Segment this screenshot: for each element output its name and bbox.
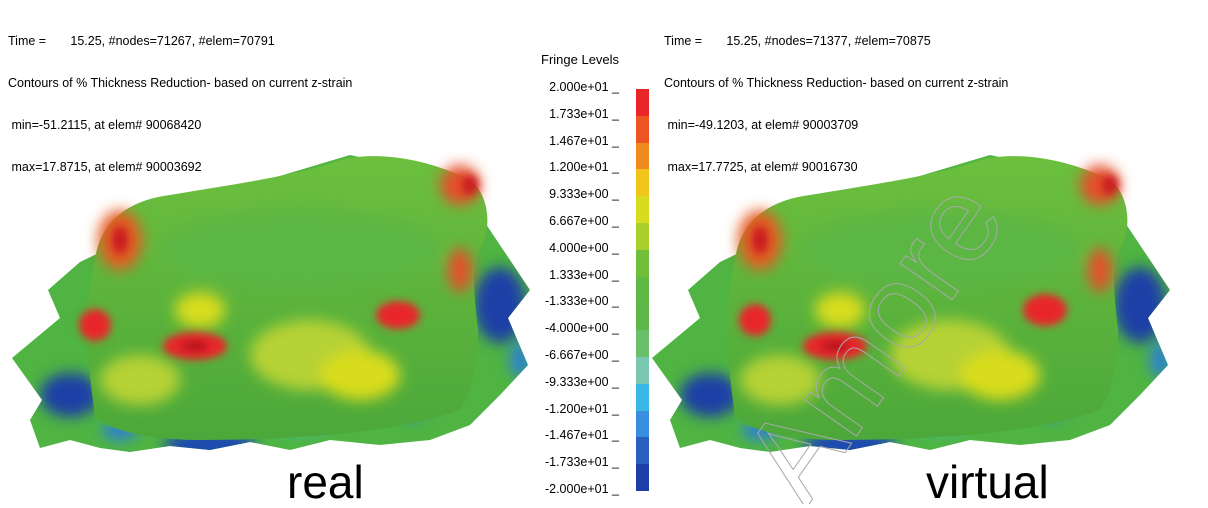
legend-value: 4.000e+00 _	[549, 240, 619, 255]
legend-value: -1.733e+01 _	[544, 455, 619, 470]
right-info-header: Time = 15.25, #nodes=71377, #elem=70875 …	[664, 6, 1008, 188]
legend-color-swatch	[636, 249, 649, 277]
legend-value: 1.733e+01 _	[549, 106, 619, 121]
legend-color-swatch	[636, 383, 649, 411]
legend-color-swatch	[636, 276, 649, 304]
legend-color-swatch	[636, 437, 649, 465]
legend-value: -2.000e+01 _	[544, 482, 619, 496]
legend-color-swatch	[636, 223, 649, 250]
legend-value: -4.000e+00 _	[544, 321, 619, 336]
real-label: real	[287, 456, 364, 508]
legend-value: -9.333e+00 _	[544, 374, 619, 389]
legend-value: 6.667e+00 _	[549, 214, 619, 228]
watermark-text: Amore	[717, 157, 1029, 504]
left-max-line: max=17.8715, at elem# 90003692	[8, 160, 202, 174]
left-min-line: min=-51.2115, at elem# 90068420	[8, 118, 202, 132]
legend-color-swatch	[636, 115, 649, 143]
legend-value: 9.333e+00 _	[549, 187, 619, 202]
right-min-line: min=-49.1203, at elem# 90003709	[664, 118, 859, 132]
legend-color-swatch	[636, 330, 649, 358]
legend-value: -1.467e+01 _	[544, 428, 619, 443]
right-max-line: max=17.7725, at elem# 90016730	[664, 160, 858, 174]
right-title-line: Contours of % Thickness Reduction- based…	[664, 76, 1009, 90]
legend-color-swatch	[636, 357, 649, 384]
legend-value: -6.667e+00 _	[544, 348, 619, 362]
legend-title: Fringe Levels	[541, 52, 620, 67]
legend-value: 2.000e+01 _	[549, 80, 619, 94]
legend-color-swatch	[636, 142, 649, 170]
legend-value: 1.333e+00 _	[549, 267, 619, 282]
legend-value: 1.467e+01 _	[549, 133, 619, 148]
legend-value: -1.200e+01 _	[544, 401, 619, 416]
right-time-line: Time = 15.25, #nodes=71377, #elem=70875	[664, 34, 931, 48]
left-time-line: Time = 15.25, #nodes=71267, #elem=70791	[8, 34, 275, 48]
left-info-header: Time = 15.25, #nodes=71267, #elem=70791 …	[8, 6, 352, 188]
legend-color-swatch	[636, 303, 649, 331]
legend-color-swatch	[636, 89, 649, 116]
legend-color-swatch	[636, 169, 649, 197]
legend-color-swatch	[636, 410, 649, 438]
legend-value: -1.333e+00 _	[544, 294, 619, 309]
virtual-label: virtual	[926, 456, 1049, 508]
legend-color-swatch	[636, 196, 649, 224]
legend-color-swatch	[636, 464, 649, 492]
legend-value: 1.200e+01 _	[549, 160, 619, 175]
left-title-line: Contours of % Thickness Reduction- based…	[8, 76, 353, 90]
